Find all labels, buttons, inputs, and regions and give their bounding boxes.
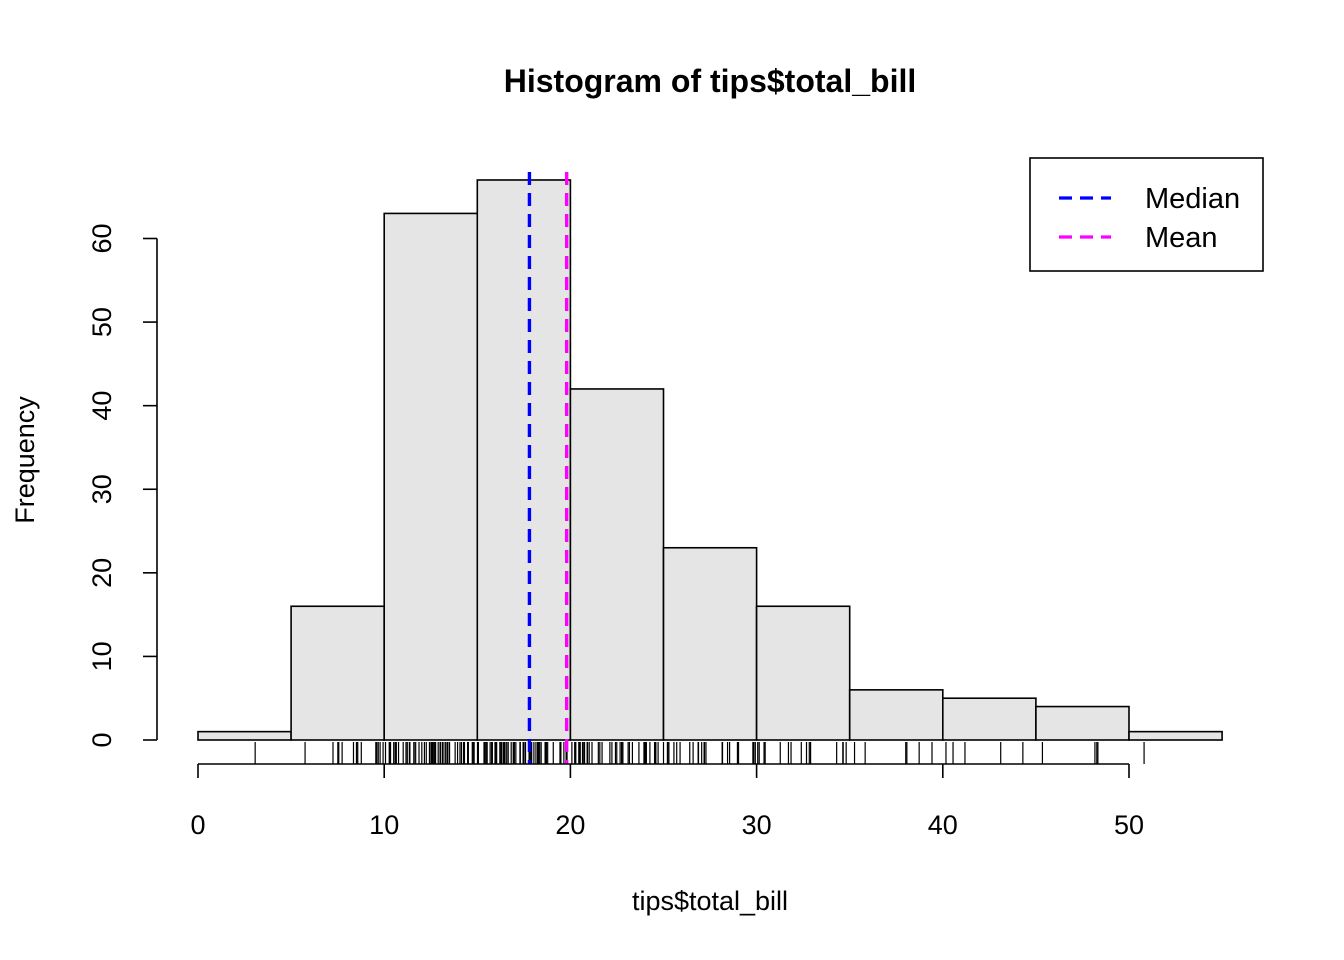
- y-tick-label: 20: [87, 558, 117, 588]
- legend-box: [1029, 157, 1264, 272]
- rug-group: [254, 742, 1145, 764]
- x-tick-label: 20: [555, 810, 585, 840]
- histogram-bar: [941, 697, 1037, 741]
- histogram-bar: [197, 730, 292, 741]
- histogram-bar: [476, 179, 572, 741]
- x-tick-label: 0: [190, 810, 205, 840]
- y-tick-label: 50: [87, 307, 117, 337]
- histogram-bar: [1035, 705, 1130, 741]
- y-tick-label: 0: [87, 732, 117, 747]
- x-tick-label: 10: [369, 810, 399, 840]
- y-tick-label: 30: [87, 474, 117, 504]
- histogram-bar: [755, 605, 851, 741]
- x-tick-label: 40: [928, 810, 958, 840]
- histogram-bar: [848, 689, 944, 741]
- y-tick-label: 40: [87, 391, 117, 421]
- chart-title: Histogram of tips$total_bill: [504, 63, 916, 99]
- reference-lines-group: [527, 172, 569, 764]
- histogram-bar: [1128, 730, 1223, 741]
- bars-group: [197, 179, 1223, 741]
- x-tick-label: 30: [742, 810, 772, 840]
- legend: Median Mean: [1029, 157, 1264, 272]
- histogram-bar: [383, 212, 479, 741]
- y-axis: 0 10 20 30 40 50 60: [87, 223, 158, 748]
- histogram-bar: [662, 546, 758, 741]
- legend-mean-label: Mean: [1145, 222, 1218, 254]
- y-tick-label: 10: [87, 641, 117, 671]
- histogram-bar: [290, 605, 386, 741]
- x-axis-label: tips$total_bill: [632, 886, 788, 916]
- y-axis-label: Frequency: [10, 396, 40, 524]
- y-tick-label: 60: [87, 223, 117, 253]
- histogram-bar: [569, 388, 665, 741]
- legend-median-label: Median: [1145, 183, 1240, 215]
- x-axis: 0 10 20 30 40 50: [190, 763, 1144, 840]
- x-tick-label: 50: [1114, 810, 1144, 840]
